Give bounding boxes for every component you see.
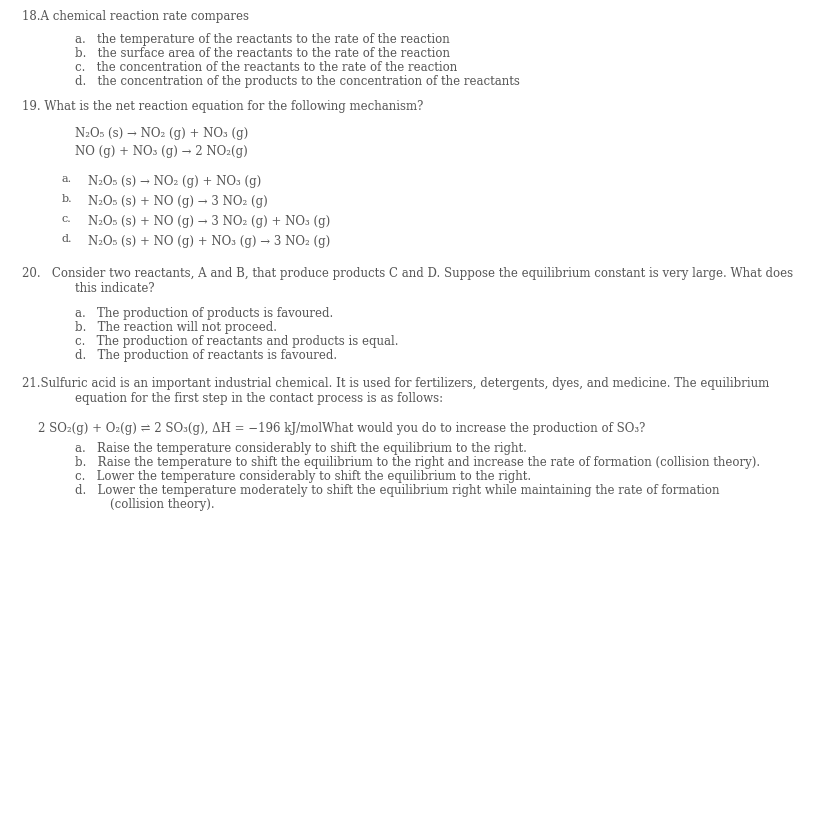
Text: c.   the concentration of the reactants to the rate of the reaction: c. the concentration of the reactants to… — [75, 61, 457, 74]
Text: a.   the temperature of the reactants to the rate of the reaction: a. the temperature of the reactants to t… — [75, 33, 449, 46]
Text: N₂O₅ (s) + NO (g) → 3 NO₂ (g): N₂O₅ (s) + NO (g) → 3 NO₂ (g) — [88, 195, 267, 208]
Text: a.: a. — [62, 174, 72, 184]
Text: 20.   Consider two reactants, A and B, that produce products C and D. Suppose th: 20. Consider two reactants, A and B, tha… — [22, 267, 792, 280]
Text: this indicate?: this indicate? — [75, 282, 155, 295]
Text: b.   Raise the temperature to shift the equilibrium to the right and increase th: b. Raise the temperature to shift the eq… — [75, 456, 759, 469]
Text: equation for the first step in the contact process is as follows:: equation for the first step in the conta… — [75, 392, 442, 405]
Text: c.   Lower the temperature considerably to shift the equilibrium to the right.: c. Lower the temperature considerably to… — [75, 470, 530, 483]
Text: 2 SO₂(g) + O₂(g) ⇌ 2 SO₃(g), ΔH = −196 kJ/molWhat would you do to increase the p: 2 SO₂(g) + O₂(g) ⇌ 2 SO₃(g), ΔH = −196 k… — [38, 422, 644, 435]
Text: b.   the surface area of the reactants to the rate of the reaction: b. the surface area of the reactants to … — [75, 47, 449, 60]
Text: 19. What is the net reaction equation for the following mechanism?: 19. What is the net reaction equation fo… — [22, 100, 423, 113]
Text: d.: d. — [62, 234, 73, 244]
Text: d.   The production of reactants is favoured.: d. The production of reactants is favour… — [75, 349, 337, 362]
Text: a.   Raise the temperature considerably to shift the equilibrium to the right.: a. Raise the temperature considerably to… — [75, 442, 526, 455]
Text: a.   The production of products is favoured.: a. The production of products is favoure… — [75, 307, 332, 320]
Text: b.: b. — [62, 194, 73, 204]
Text: c.: c. — [62, 214, 72, 224]
Text: NO (g) + NO₃ (g) → 2 NO₂(g): NO (g) + NO₃ (g) → 2 NO₂(g) — [75, 145, 247, 158]
Text: (collision theory).: (collision theory). — [110, 498, 214, 511]
Text: N₂O₅ (s) → NO₂ (g) + NO₃ (g): N₂O₅ (s) → NO₂ (g) + NO₃ (g) — [75, 127, 248, 140]
Text: N₂O₅ (s) + NO (g) + NO₃ (g) → 3 NO₂ (g): N₂O₅ (s) + NO (g) + NO₃ (g) → 3 NO₂ (g) — [88, 235, 330, 248]
Text: N₂O₅ (s) + NO (g) → 3 NO₂ (g) + NO₃ (g): N₂O₅ (s) + NO (g) → 3 NO₂ (g) + NO₃ (g) — [88, 215, 330, 228]
Text: 21.Sulfuric acid is an important industrial chemical. It is used for fertilizers: 21.Sulfuric acid is an important industr… — [22, 377, 768, 390]
Text: d.   the concentration of the products to the concentration of the reactants: d. the concentration of the products to … — [75, 75, 519, 88]
Text: c.   The production of reactants and products is equal.: c. The production of reactants and produ… — [75, 335, 398, 348]
Text: N₂O₅ (s) → NO₂ (g) + NO₃ (g): N₂O₅ (s) → NO₂ (g) + NO₃ (g) — [88, 175, 261, 188]
Text: d.   Lower the temperature moderately to shift the equilibrium right while maint: d. Lower the temperature moderately to s… — [75, 484, 719, 497]
Text: b.   The reaction will not proceed.: b. The reaction will not proceed. — [75, 321, 277, 334]
Text: 18.A chemical reaction rate compares: 18.A chemical reaction rate compares — [22, 10, 249, 23]
